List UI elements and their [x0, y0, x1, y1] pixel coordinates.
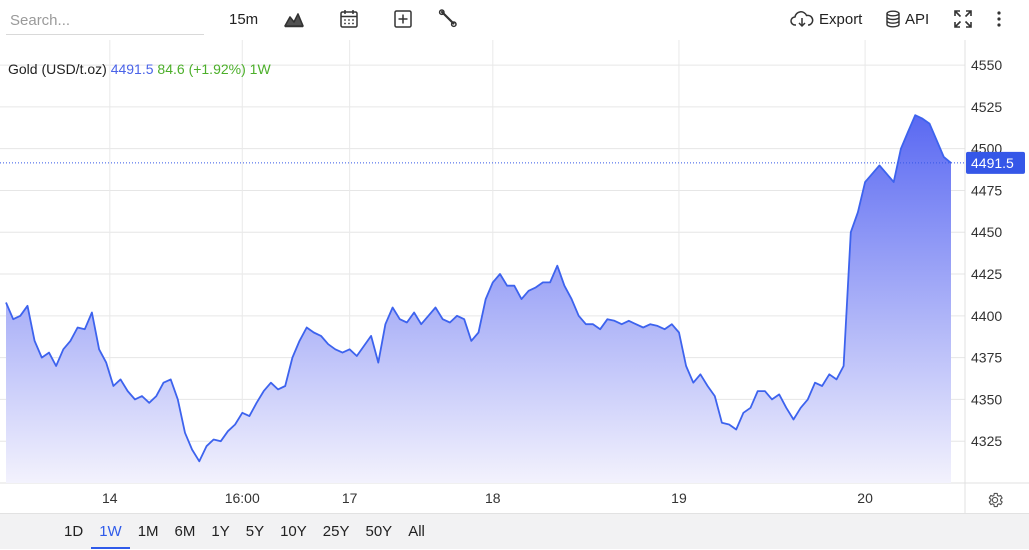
last-price-label: 4491.5 [966, 151, 1025, 174]
x-tick-label: 18 [485, 490, 501, 506]
range-tab-5y[interactable]: 5Y [245, 523, 265, 540]
y-tick-label: 4475 [971, 182, 1002, 198]
legend-period: 1W [249, 61, 271, 77]
y-tick-label: 4425 [971, 266, 1002, 282]
y-tick-label: 4450 [971, 224, 1002, 240]
date-range-button[interactable] [339, 8, 359, 30]
range-tab-1m[interactable]: 1M [137, 523, 159, 540]
toolbar: 15m [0, 0, 1029, 40]
range-tab-1d[interactable]: 1D [64, 523, 84, 540]
calendar-icon [340, 10, 358, 28]
x-axis: 14 16:00 17 18 19 20 [102, 490, 873, 506]
chart-settings-button[interactable] [986, 491, 1004, 509]
fullscreen-button[interactable] [953, 8, 973, 30]
legend-percent: (+1.92%) [188, 61, 246, 77]
last-price-badge [966, 151, 1025, 174]
fullscreen-icon [954, 10, 972, 28]
y-tick-label: 4525 [971, 99, 1002, 115]
legend-name: Gold (USD/t.oz) [8, 61, 107, 77]
area-chart-icon [284, 13, 304, 28]
price-chart[interactable]: 4325435043754400442544504475450045254550… [0, 40, 1029, 513]
range-tab-all[interactable]: All [408, 523, 425, 540]
cloud-download-icon [790, 11, 814, 28]
search-box [6, 8, 204, 35]
x-tick-label: 14 [102, 490, 118, 506]
x-tick-label: 20 [857, 490, 873, 506]
more-vertical-icon [997, 11, 1001, 27]
y-tick-label: 4550 [971, 57, 1002, 73]
series-area [6, 115, 951, 483]
range-tab-1w[interactable]: 1W [91, 514, 130, 549]
api-label: API [905, 10, 930, 28]
range-tab-1y[interactable]: 1Y [211, 523, 230, 540]
interval-label: 15m [229, 10, 259, 28]
add-indicator-icon [394, 10, 412, 28]
add-indicator-button[interactable] [393, 8, 413, 30]
range-tab-10y[interactable]: 10Y [280, 523, 307, 540]
wrench-icon [438, 9, 457, 28]
range-tabs: 1D 1W 1M 6M 1Y 5Y 10Y 25Y 50Y All [56, 514, 433, 549]
tools-button[interactable] [438, 8, 458, 30]
chart-legend: Gold (USD/t.oz) 4491.5 84.6 (+1.92%) 1W [8, 61, 271, 77]
export-label: Export [819, 10, 863, 28]
range-tab-50y[interactable]: 50Y [365, 523, 393, 540]
database-icon [886, 10, 900, 28]
interval-selector[interactable]: 15m [229, 8, 258, 30]
series-line [5, 114, 952, 463]
range-tab-25y[interactable]: 25Y [322, 523, 350, 540]
last-price-text: 4491.5 [971, 155, 1014, 171]
y-tick-label: 4375 [971, 350, 1002, 366]
search-input[interactable] [6, 8, 204, 32]
export-button[interactable]: Export [790, 8, 862, 30]
gear-icon [988, 492, 1003, 508]
more-options-button[interactable] [994, 8, 1004, 30]
range-tab-6m[interactable]: 6M [174, 523, 196, 540]
area-chart-button[interactable] [284, 8, 304, 30]
y-tick-label: 4350 [971, 391, 1002, 407]
legend-change: 84.6 [157, 61, 185, 77]
x-tick-label: 19 [671, 490, 687, 506]
legend-price: 4491.5 [110, 61, 154, 77]
y-tick-label: 4325 [971, 433, 1002, 449]
range-selector-bar: 1D 1W 1M 6M 1Y 5Y 10Y 25Y 50Y All [0, 513, 1029, 549]
x-tick-label: 16:00 [225, 490, 260, 506]
x-tick-label: 17 [342, 490, 358, 506]
y-tick-label: 4400 [971, 308, 1002, 324]
api-button[interactable]: API [885, 8, 929, 30]
